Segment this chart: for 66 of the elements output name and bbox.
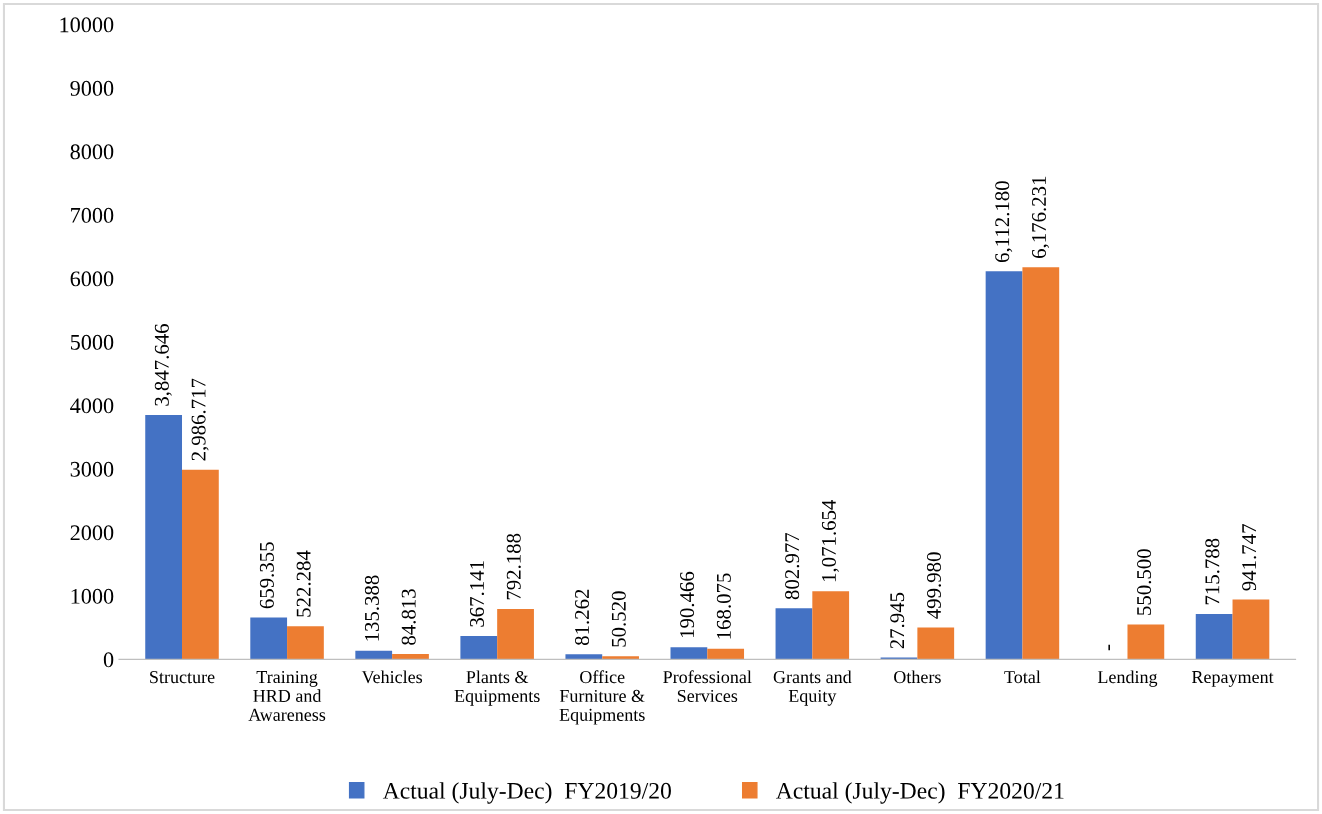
data-label: 659.355 [259, 542, 274, 609]
bar [670, 647, 708, 660]
bar [1232, 599, 1270, 660]
x-tick-label: Total [1004, 670, 1041, 684]
y-tick-label: 2000 [70, 525, 114, 541]
bar [707, 648, 745, 660]
bar [565, 654, 603, 660]
bar [182, 469, 219, 660]
y-tick-label: 4000 [70, 398, 114, 414]
x-tick-label: Lending [1097, 670, 1158, 687]
data-label: 50.520 [611, 591, 626, 647]
x-tick-label: Training HRD and Awareness [248, 670, 326, 721]
data-label: 81.262 [574, 589, 590, 646]
x-tick-label: Plants & Equipments [454, 670, 540, 706]
data-label: 84.813 [401, 589, 416, 645]
y-tick-label: 9000 [70, 80, 114, 96]
x-tick-label: Professional Services [663, 670, 752, 703]
x-tick-label: Repayment [1191, 671, 1274, 687]
data-label: 715.788 [1205, 538, 1220, 605]
bar [287, 626, 324, 660]
data-label: 27.945 [890, 592, 905, 649]
data-label: 6,112.180 [995, 181, 1013, 263]
bar [145, 415, 183, 660]
x-tick-label: Office Furniture & Equipments [559, 670, 645, 725]
y-tick-label: 8000 [70, 144, 114, 160]
bar [250, 617, 288, 660]
bar [602, 656, 639, 660]
data-label: 168.075 [716, 573, 731, 639]
data-label: 6,176.231 [1032, 176, 1050, 258]
data-label: 3,847.646 [154, 324, 172, 406]
y-tick-label: 7000 [71, 207, 114, 223]
bar [917, 627, 955, 660]
data-label: 190.466 [680, 571, 695, 638]
legend-label: Actual (July-Dec) FY2019/20 [382, 782, 671, 804]
bar [1022, 267, 1060, 660]
y-tick-label: 10000 [60, 17, 114, 33]
bar [460, 636, 498, 660]
y-tick-label: 1000 [71, 588, 114, 604]
x-tick-label: Vehicles [361, 670, 423, 684]
y-tick-label: 0 [103, 652, 114, 668]
legend-label: Actual (July-Dec) FY2020/21 [775, 782, 1064, 804]
y-tick-label: 3000 [70, 461, 114, 477]
x-tick-label: Others [894, 670, 941, 684]
data-label: 499.980 [926, 552, 942, 619]
y-tick-label: 6000 [70, 271, 114, 287]
data-label: 2,986.717 [191, 378, 209, 461]
x-tick-label: Structure [150, 671, 215, 684]
data-label: - [1108, 644, 1110, 651]
y-tick-label: 5000 [70, 334, 114, 350]
data-label: 367.141 [470, 561, 485, 627]
bar [985, 271, 1023, 660]
bar [497, 609, 534, 660]
data-label: 792.188 [506, 533, 521, 600]
data-label: 802.977 [785, 532, 800, 600]
bar [775, 608, 813, 660]
bar [355, 650, 393, 660]
bar [812, 591, 850, 660]
data-label: 135.388 [364, 575, 380, 641]
data-label: 941.747 [1242, 524, 1257, 591]
bar [392, 653, 429, 660]
x-tick-label: Grants and Equity [773, 670, 852, 706]
bar [1127, 624, 1165, 660]
bar [1195, 613, 1233, 660]
data-label: 522.284 [296, 550, 311, 617]
data-label: 1,071.654 [821, 499, 839, 582]
data-label: 550.500 [1137, 549, 1152, 615]
